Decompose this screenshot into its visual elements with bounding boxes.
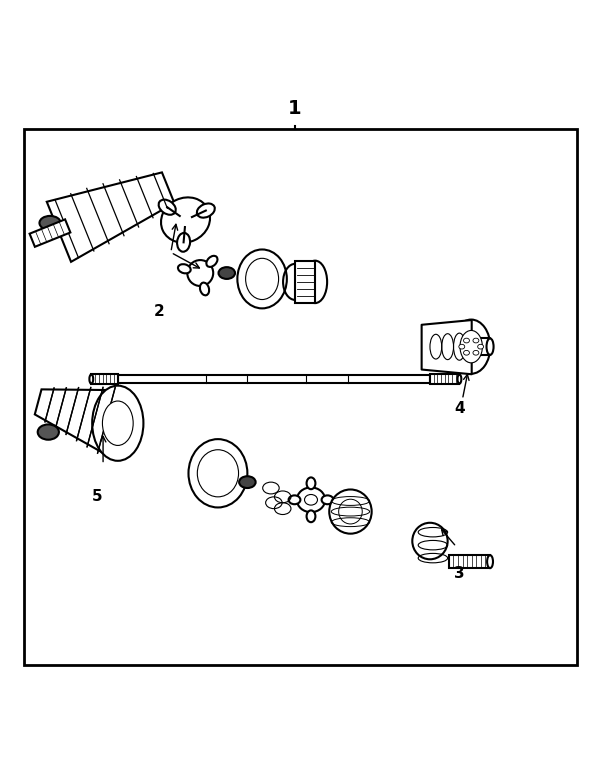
Ellipse shape [38,425,59,440]
Ellipse shape [303,261,327,303]
Text: 2: 2 [154,304,164,319]
Ellipse shape [39,216,61,230]
Ellipse shape [92,386,144,461]
Ellipse shape [283,264,307,300]
Ellipse shape [197,203,215,218]
Text: 1: 1 [287,99,302,118]
Ellipse shape [305,494,317,505]
Ellipse shape [161,197,210,243]
Ellipse shape [158,199,176,215]
Circle shape [187,260,213,286]
Ellipse shape [178,264,191,274]
Ellipse shape [464,351,469,355]
Text: 3: 3 [454,566,465,581]
Ellipse shape [90,374,93,384]
Ellipse shape [219,267,235,279]
Polygon shape [35,390,127,456]
Ellipse shape [460,331,482,363]
Ellipse shape [322,495,333,504]
Bar [118,375,430,383]
Bar [295,261,315,303]
Ellipse shape [297,487,325,512]
Polygon shape [29,219,70,247]
Bar [449,555,490,568]
Ellipse shape [464,338,469,343]
Bar [91,374,118,384]
Ellipse shape [452,319,490,374]
Ellipse shape [487,338,494,355]
Ellipse shape [200,283,209,296]
Ellipse shape [239,476,256,488]
Ellipse shape [306,510,316,522]
Polygon shape [47,173,174,262]
Ellipse shape [458,374,461,384]
Ellipse shape [487,555,493,568]
Ellipse shape [329,490,372,534]
Text: 5: 5 [92,490,102,504]
Ellipse shape [473,351,479,355]
Ellipse shape [473,338,479,343]
Ellipse shape [412,523,448,559]
Bar [430,374,459,384]
Ellipse shape [102,401,133,445]
Text: 4: 4 [454,401,465,416]
Ellipse shape [206,256,217,267]
Ellipse shape [306,478,316,489]
Ellipse shape [478,345,484,349]
Ellipse shape [459,345,465,349]
Ellipse shape [289,495,300,504]
Ellipse shape [177,233,190,251]
